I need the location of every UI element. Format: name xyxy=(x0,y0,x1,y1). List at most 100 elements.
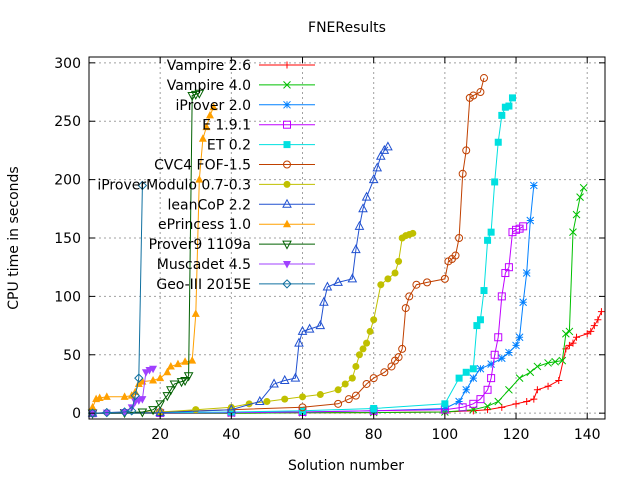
data-point xyxy=(512,400,520,408)
data-point xyxy=(370,316,378,324)
data-point xyxy=(583,330,591,338)
data-point xyxy=(522,269,531,277)
x-axis-label: Solution number xyxy=(288,458,404,474)
series-6 xyxy=(89,229,417,417)
legend-entry: Muscadet 4.5 xyxy=(157,257,315,273)
x-tick-label: 20 xyxy=(151,427,169,443)
data-point xyxy=(409,229,417,237)
x-tick-label: 140 xyxy=(574,427,601,443)
legend-label: Vampire 2.6 xyxy=(167,58,251,74)
data-point xyxy=(130,390,140,401)
data-point xyxy=(166,361,175,370)
data-point xyxy=(351,391,360,400)
data-point xyxy=(523,397,531,405)
data-point xyxy=(441,400,449,408)
data-point xyxy=(127,404,136,412)
data-point xyxy=(282,240,292,250)
data-point xyxy=(334,386,342,394)
data-point xyxy=(191,309,200,317)
data-point xyxy=(166,386,176,396)
data-point xyxy=(569,339,577,347)
data-point xyxy=(469,374,478,382)
data-point xyxy=(529,181,538,190)
data-point xyxy=(354,220,365,230)
y-tick-label: 250 xyxy=(54,114,81,130)
data-point xyxy=(483,385,492,394)
data-point xyxy=(519,298,528,307)
data-point xyxy=(283,261,291,269)
data-point xyxy=(498,111,506,119)
data-point xyxy=(398,344,407,353)
data-point xyxy=(455,397,463,406)
data-point xyxy=(569,228,577,237)
data-point xyxy=(384,275,392,283)
data-point xyxy=(590,322,598,330)
data-point xyxy=(573,333,581,341)
series-8 xyxy=(88,102,218,411)
data-point xyxy=(555,376,563,384)
x-tick-label: 60 xyxy=(294,427,312,443)
data-point xyxy=(533,362,542,371)
data-point xyxy=(294,337,304,347)
data-point xyxy=(494,138,502,146)
legend-entry: E 1.9.1 xyxy=(202,118,315,134)
data-point xyxy=(361,191,372,201)
y-tick-label: 100 xyxy=(54,289,81,305)
data-point xyxy=(134,373,144,383)
data-point xyxy=(126,406,137,416)
data-point xyxy=(283,100,291,109)
data-point xyxy=(198,134,207,142)
x-tick-label: 40 xyxy=(222,427,240,443)
data-point xyxy=(283,61,291,69)
data-point xyxy=(476,88,485,97)
legend-entry: Prover9 1109a xyxy=(149,237,315,253)
data-point xyxy=(299,393,307,401)
y-tick-label: 0 xyxy=(72,406,81,422)
legend-label: ET 0.2 xyxy=(207,138,251,154)
data-point xyxy=(572,210,581,219)
data-point xyxy=(476,364,485,373)
data-point xyxy=(469,91,478,100)
series-11 xyxy=(87,180,148,418)
data-point xyxy=(515,374,524,382)
data-point xyxy=(120,392,129,400)
data-point xyxy=(490,350,499,359)
data-point xyxy=(334,399,343,408)
data-point xyxy=(483,402,492,411)
data-point xyxy=(501,103,509,111)
x-tick-label: 80 xyxy=(365,427,383,443)
data-point xyxy=(515,333,524,342)
data-point xyxy=(484,406,492,414)
grid xyxy=(89,57,605,419)
data-point xyxy=(282,279,292,289)
data-point xyxy=(283,120,291,129)
data-point xyxy=(387,362,396,371)
data-point xyxy=(138,396,147,404)
data-point xyxy=(269,378,279,388)
data-point xyxy=(462,368,470,376)
data-point xyxy=(281,395,289,403)
data-point xyxy=(173,359,182,368)
data-point xyxy=(369,374,378,383)
data-point xyxy=(344,395,353,404)
data-point xyxy=(359,345,367,353)
data-point xyxy=(348,374,356,382)
data-point xyxy=(441,404,449,413)
data-point xyxy=(380,368,389,377)
data-point xyxy=(558,356,567,365)
series-layer xyxy=(87,74,605,419)
y-tick-label: 300 xyxy=(54,56,81,72)
data-point xyxy=(282,198,292,208)
legend-entry: Vampire 4.0 xyxy=(167,78,315,94)
legend-label: Geo-III 2015E xyxy=(156,277,251,293)
data-point xyxy=(254,395,265,405)
data-point xyxy=(169,380,180,390)
data-point xyxy=(480,74,489,83)
x-tick-label: 120 xyxy=(503,427,530,443)
data-point xyxy=(497,292,506,301)
data-point xyxy=(551,357,560,366)
data-point xyxy=(366,327,374,335)
data-point xyxy=(455,234,464,242)
legend-entry: iProver 2.0 xyxy=(176,98,315,114)
data-point xyxy=(315,320,326,330)
